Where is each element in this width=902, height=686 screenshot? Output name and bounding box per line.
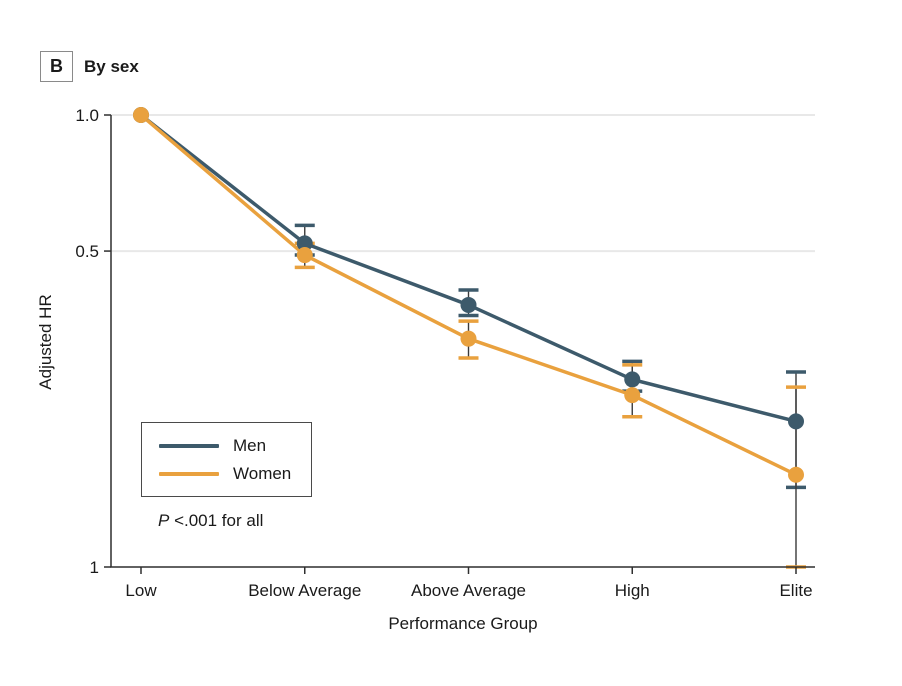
women-marker <box>133 107 149 123</box>
men-marker <box>624 371 641 388</box>
men-marker <box>460 296 477 313</box>
men-marker <box>788 413 804 430</box>
x-tick-label: Below Average <box>248 581 361 600</box>
women-marker <box>624 387 641 404</box>
women-marker <box>788 466 804 483</box>
p-value-note: P <.001 for all <box>158 511 263 531</box>
legend-item-women: Women <box>159 464 311 484</box>
women-marker <box>296 247 313 264</box>
p-value-symbol: P <box>158 511 170 530</box>
men-line-swatch <box>159 443 219 448</box>
legend-item-men: Men <box>159 436 311 456</box>
women-line-swatch <box>159 471 219 476</box>
x-tick-label: Low <box>125 581 157 600</box>
panel-header: B By sex <box>40 51 139 82</box>
legend-label-women: Women <box>233 463 292 483</box>
p-value-text: <.001 for all <box>169 511 264 530</box>
men-line <box>139 113 798 424</box>
legend-label-men: Men <box>233 435 267 455</box>
y-tick-label: 0.5 <box>75 242 99 261</box>
women-marker <box>460 330 477 347</box>
men-marker <box>296 235 313 252</box>
x-tick-label: Elite <box>779 581 812 600</box>
y-tick-label: 1.0 <box>75 106 99 125</box>
x-axis-title: Performance Group <box>388 614 538 633</box>
panel-title: By sex <box>84 56 139 76</box>
x-tick-label: Above Average <box>411 581 526 600</box>
y-tick-label: 1 <box>90 558 99 577</box>
x-tick-label: High <box>615 581 650 600</box>
panel-label-box: B <box>40 51 73 82</box>
legend-box: Men Women <box>141 422 312 497</box>
